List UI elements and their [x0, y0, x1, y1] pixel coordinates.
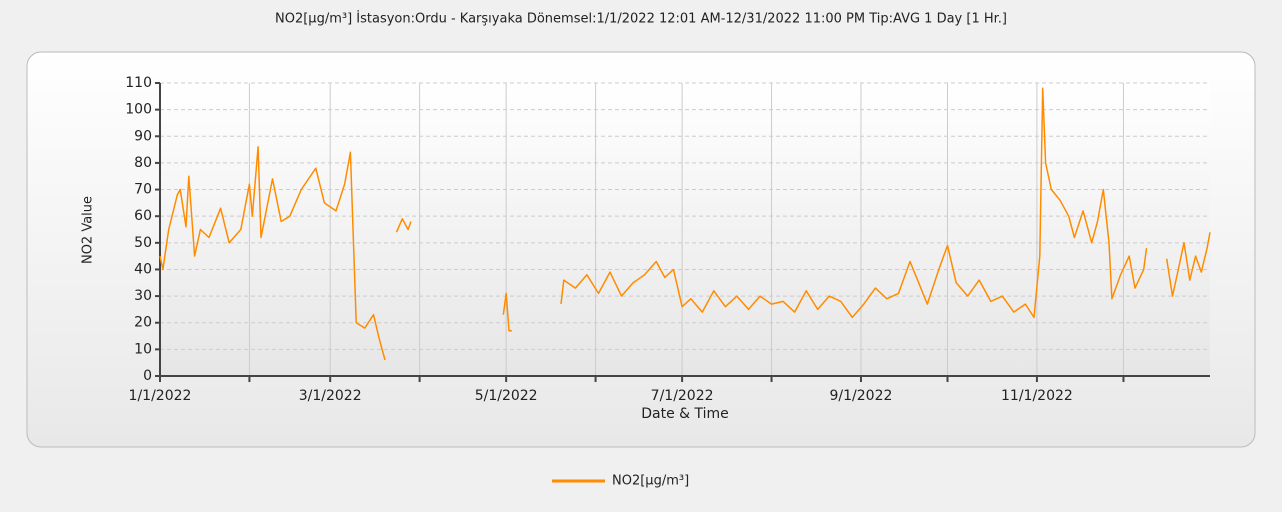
- y-tick-label: 110: [125, 75, 152, 91]
- y-tick-label: 70: [134, 182, 152, 198]
- y-axis-label: NO2 Value: [81, 196, 96, 264]
- x-tick-label: 5/1/2022: [475, 388, 538, 404]
- x-axis-label: Date & Time: [641, 406, 729, 422]
- y-tick-label: 0: [143, 368, 152, 384]
- y-tick-label: 90: [134, 128, 152, 144]
- x-tick-label: 1/1/2022: [129, 388, 192, 404]
- legend: NO2[µg/m³]: [552, 474, 689, 489]
- plot-area: [160, 83, 1210, 376]
- y-tick-label: 40: [134, 261, 152, 277]
- data-line: [159, 87, 1211, 361]
- y-tick-label: 50: [134, 235, 152, 251]
- legend-label: NO2[µg/m³]: [612, 474, 689, 489]
- x-tick-label: 3/1/2022: [299, 388, 362, 404]
- y-tick-label: 80: [134, 155, 152, 171]
- x-tick-label: 11/1/2022: [1001, 388, 1073, 404]
- y-tick-label: 30: [134, 288, 152, 304]
- y-tick-label: 60: [134, 208, 152, 224]
- y-tick-label: 20: [134, 315, 152, 331]
- y-tick-label: 10: [134, 341, 152, 357]
- x-tick-label: 9/1/2022: [830, 388, 893, 404]
- y-tick-label: 100: [125, 102, 152, 118]
- chart-title: NO2[µg/m³] İstasyon:Ordu - Karşıyaka Dön…: [275, 11, 1007, 27]
- x-tick-label: 7/1/2022: [651, 388, 714, 404]
